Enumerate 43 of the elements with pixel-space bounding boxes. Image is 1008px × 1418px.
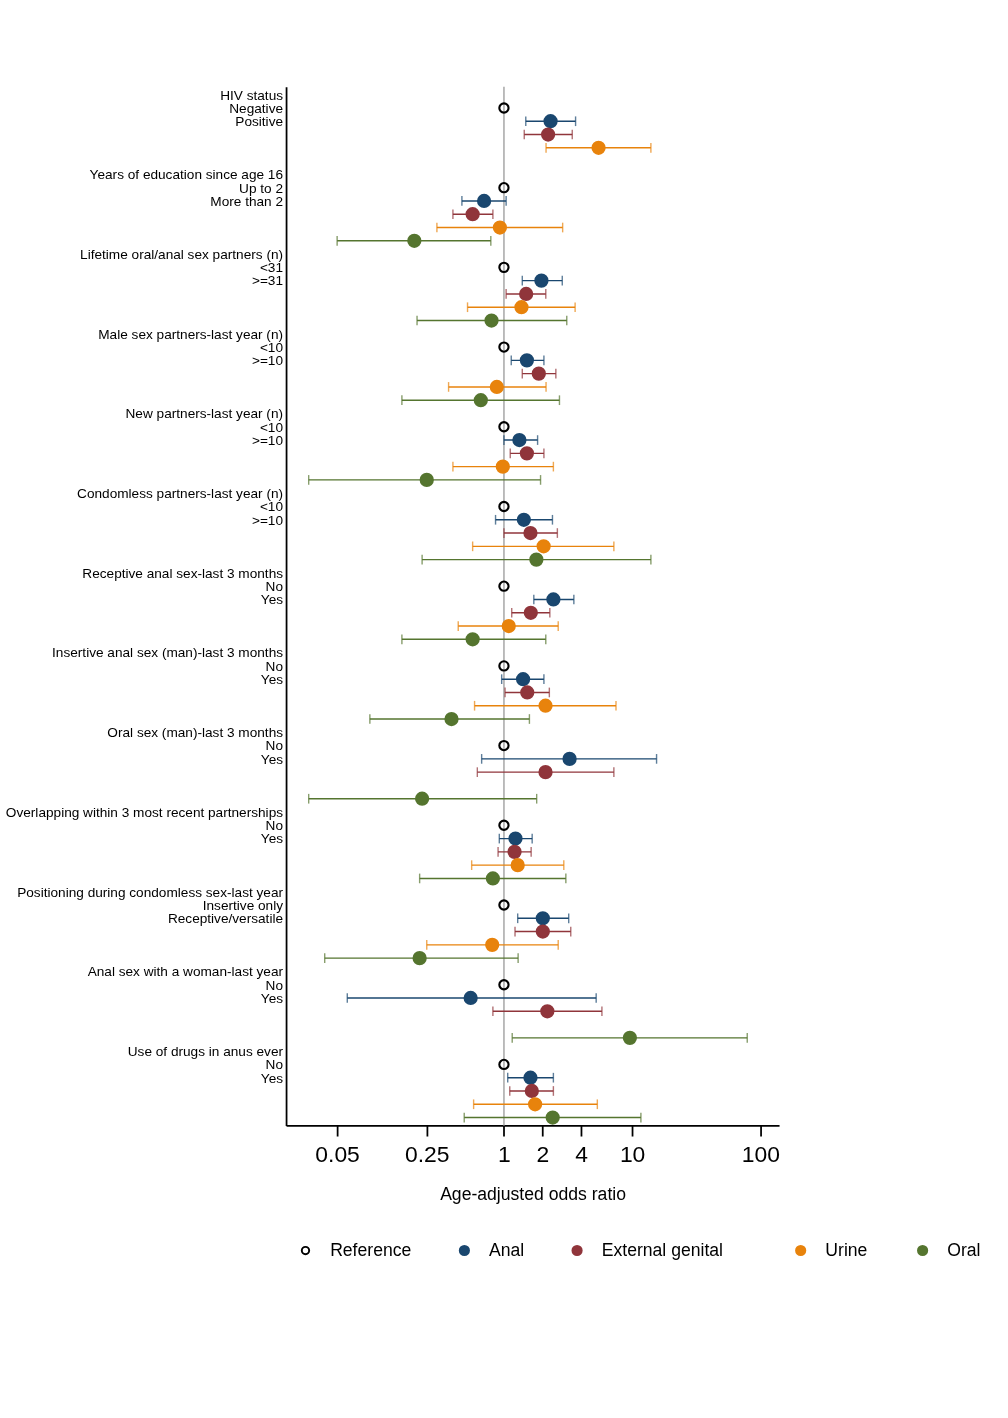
y-tick-label: Lifetime oral/anal sex partners (n)	[80, 246, 284, 262]
y-tick-label: Yes	[260, 1070, 284, 1086]
y-tick-label: HIV status	[220, 87, 284, 103]
y-tick-label: Insertive anal sex (man)-last 3 months	[52, 645, 284, 661]
y-tick-label: Overlapping within 3 most recent partnerships	[5, 804, 284, 820]
x-tick-label: 0.05	[315, 1141, 360, 1168]
legend-label: Reference	[330, 1239, 412, 1260]
y-tick-label: Anal sex with a woman-last year	[87, 964, 284, 980]
y-tick-label: Yes	[260, 990, 284, 1006]
x-tick-label: 100	[741, 1141, 780, 1168]
y-tick-label: >=10	[251, 432, 284, 448]
y-tick-label: Receptive anal sex-last 3 months	[82, 565, 284, 581]
y-tick-label: New partners-last year (n)	[125, 406, 284, 422]
y-tick-label: Condomless partners-last year (n)	[77, 486, 284, 502]
y-tick-label: Yes	[260, 751, 284, 767]
y-tick-label: >=10	[251, 353, 284, 369]
legend-label: Anal	[489, 1239, 525, 1260]
x-axis-title: Age-adjusted odds ratio	[440, 1183, 627, 1204]
y-tick-label: Years of education since age 16	[89, 167, 284, 183]
y-tick-label: No	[265, 579, 284, 595]
y-tick-label: Oral sex (man)-last 3 months	[107, 725, 284, 741]
legend-label: External genital	[601, 1239, 723, 1260]
y-tick-label: Male sex partners-last year (n)	[98, 326, 284, 342]
x-tick-label: 0.25	[404, 1141, 450, 1168]
y-tick-label: >=10	[251, 512, 284, 528]
x-tick-label: 1	[498, 1141, 511, 1168]
y-tick-label: Yes	[260, 592, 284, 608]
x-tick-label: 2	[536, 1141, 550, 1168]
y-tick-label: No	[265, 977, 284, 993]
y-tick-label: Use of drugs in anus ever	[127, 1043, 284, 1059]
y-tick-label: No	[265, 658, 284, 674]
x-tick-label: 10	[619, 1141, 646, 1168]
y-tick-label: >=31	[251, 273, 284, 289]
y-tick-label: Yes	[260, 672, 284, 688]
y-tick-label: Positioning during condomless sex-last year	[17, 884, 284, 900]
y-tick-label: More than 2	[210, 193, 284, 209]
y-tick-label: No	[265, 738, 284, 754]
legend-label: Oral	[947, 1239, 981, 1260]
y-tick-label: Yes	[260, 831, 284, 847]
x-tick-label: 4	[575, 1141, 589, 1168]
y-tick-label: No	[265, 1057, 284, 1073]
y-tick-label: Negative	[229, 100, 284, 116]
legend-label: Urine	[825, 1239, 868, 1260]
